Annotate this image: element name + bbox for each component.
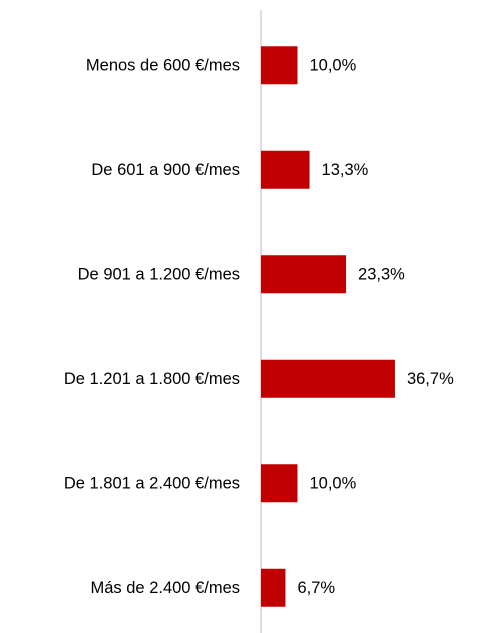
bar xyxy=(261,359,395,398)
category-label: Menos de 600 €/mes xyxy=(86,57,240,75)
category-label: De 901 a 1.200 €/mes xyxy=(78,266,240,284)
category-label: De 1.801 a 2.400 €/mes xyxy=(64,475,240,493)
category-label: De 1.201 a 1.800 €/mes xyxy=(64,370,240,388)
bar xyxy=(261,150,310,189)
category-label: De 601 a 900 €/mes xyxy=(91,161,240,179)
value-label: 10,0% xyxy=(310,475,357,493)
value-label: 13,3% xyxy=(322,161,369,179)
bar xyxy=(261,255,347,294)
value-label: 23,3% xyxy=(358,266,405,284)
value-label: 36,7% xyxy=(407,370,454,388)
bar xyxy=(261,464,298,503)
category-label: Más de 2.400 €/mes xyxy=(91,579,241,597)
bar xyxy=(261,46,298,85)
value-label: 6,7% xyxy=(297,579,335,597)
value-label: 10,0% xyxy=(310,57,357,75)
bar xyxy=(261,568,286,607)
